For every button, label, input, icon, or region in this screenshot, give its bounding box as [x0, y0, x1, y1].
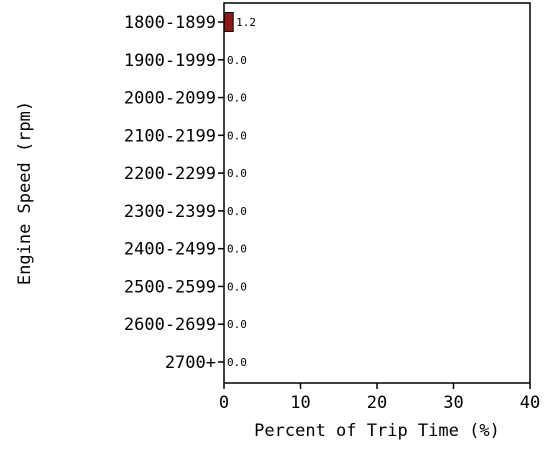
data-labels: 1.2 0.0 0.0 0.0 0.0 0.0 0.0 0.0 0.0 0.0 — [227, 16, 256, 369]
data-label: 0.0 — [227, 92, 247, 105]
y-tick-label: 2300-2399 — [124, 202, 216, 222]
y-tick-label: 1800-1899 — [124, 13, 216, 33]
y-axis-title: Engine Speed (rpm) — [15, 101, 35, 285]
data-label: 0.0 — [227, 205, 247, 218]
data-label: 0.0 — [227, 280, 247, 293]
data-label: 1.2 — [236, 16, 256, 29]
y-tick-label: 2000-2099 — [124, 89, 216, 109]
bar-1800-1899 — [223, 12, 234, 32]
y-tick-label: 2700+ — [165, 353, 216, 373]
y-tick-label: 2400-2499 — [124, 240, 216, 260]
x-tick-label: 10 — [290, 393, 310, 413]
data-label: 0.0 — [227, 318, 247, 331]
y-tick-label: 2500-2599 — [124, 277, 216, 297]
data-label: 0.0 — [227, 167, 247, 180]
x-axis-title: Percent of Trip Time (%) — [254, 421, 500, 441]
x-tick-label: 40 — [520, 393, 540, 413]
x-tick-label: 20 — [367, 393, 387, 413]
data-label: 0.0 — [227, 243, 247, 256]
plot-frame — [223, 2, 531, 384]
x-tick-label: 0 — [219, 393, 229, 413]
bars-layer — [223, 12, 234, 32]
y-tick-label: 2600-2699 — [124, 315, 216, 335]
y-tick-label: 1900-1999 — [124, 51, 216, 71]
data-label: 0.0 — [227, 54, 247, 67]
x-axis: 0 10 20 30 40 — [219, 383, 540, 413]
data-label: 0.0 — [227, 356, 247, 369]
y-axis: 1800-1899 1900-1999 2000-2099 2100-2199 2200… — [124, 13, 224, 373]
x-tick-label: 30 — [443, 393, 463, 413]
data-label: 0.0 — [227, 129, 247, 142]
y-tick-label: 2100-2199 — [124, 126, 216, 146]
y-tick-label: 2200-2299 — [124, 164, 216, 184]
